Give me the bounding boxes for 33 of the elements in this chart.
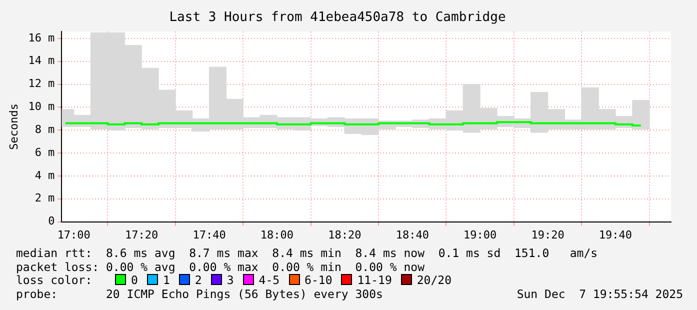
y-tick-label: 4 m bbox=[34, 168, 56, 182]
x-tick-label: 17:40 bbox=[192, 228, 226, 242]
x-tick-label: 19:40 bbox=[598, 228, 632, 242]
legend-label: 11-19 bbox=[357, 273, 392, 287]
legend-label: 20/20 bbox=[416, 273, 452, 287]
legend-label: 2 bbox=[194, 273, 202, 287]
chart-title: Last 3 Hours from 41ebea450a78 to Cambridge bbox=[169, 10, 506, 26]
text: packet loss: 0.00 % avg 0.00 % max 0.00 % min 0.00 % now bbox=[16, 260, 424, 274]
y-tick-label: 12 m bbox=[28, 77, 56, 90]
y-tick-label: 14 m bbox=[28, 54, 56, 68]
legend-label: 0 bbox=[131, 273, 138, 287]
text: probe: 20 ICMP Echo Pings (56 Bytes) every 300s bbox=[16, 286, 383, 300]
x-tick-label: 18:00 bbox=[260, 228, 294, 242]
text: median rtt: 8.6 ms avg 8.7 ms max 8.4 ms min 8.4 ms now 0.1 ms sd 151.0 am/s bbox=[16, 246, 598, 260]
x-tick-label: 19:00 bbox=[464, 228, 497, 242]
text: Sun Dec 7 19:55:54 2025 bbox=[516, 286, 683, 300]
y-tick-label: 10 m bbox=[28, 100, 56, 114]
legend-label: 1 bbox=[162, 273, 170, 287]
legend-label: 6-10 bbox=[304, 273, 332, 287]
x-tick-label: 17:20 bbox=[125, 228, 158, 242]
y-tick-label: 6 m bbox=[34, 146, 56, 159]
y-axis-title: Seconds bbox=[7, 104, 20, 150]
y-tick-label: 0 bbox=[48, 214, 55, 228]
legend-label: 4-5 bbox=[258, 273, 280, 287]
x-tick-label: 19:20 bbox=[531, 228, 564, 242]
x-tick-label: 18:20 bbox=[328, 228, 362, 242]
legend-title: loss color: bbox=[16, 273, 94, 287]
x-tick-label: 18:40 bbox=[396, 228, 429, 242]
y-tick-label: 16 m bbox=[28, 31, 56, 44]
y-tick-label: 2 m bbox=[34, 192, 56, 205]
legend-label: 3 bbox=[226, 273, 234, 287]
y-tick-label: 8 m bbox=[34, 122, 56, 136]
x-tick-label: 17:00 bbox=[57, 228, 90, 242]
